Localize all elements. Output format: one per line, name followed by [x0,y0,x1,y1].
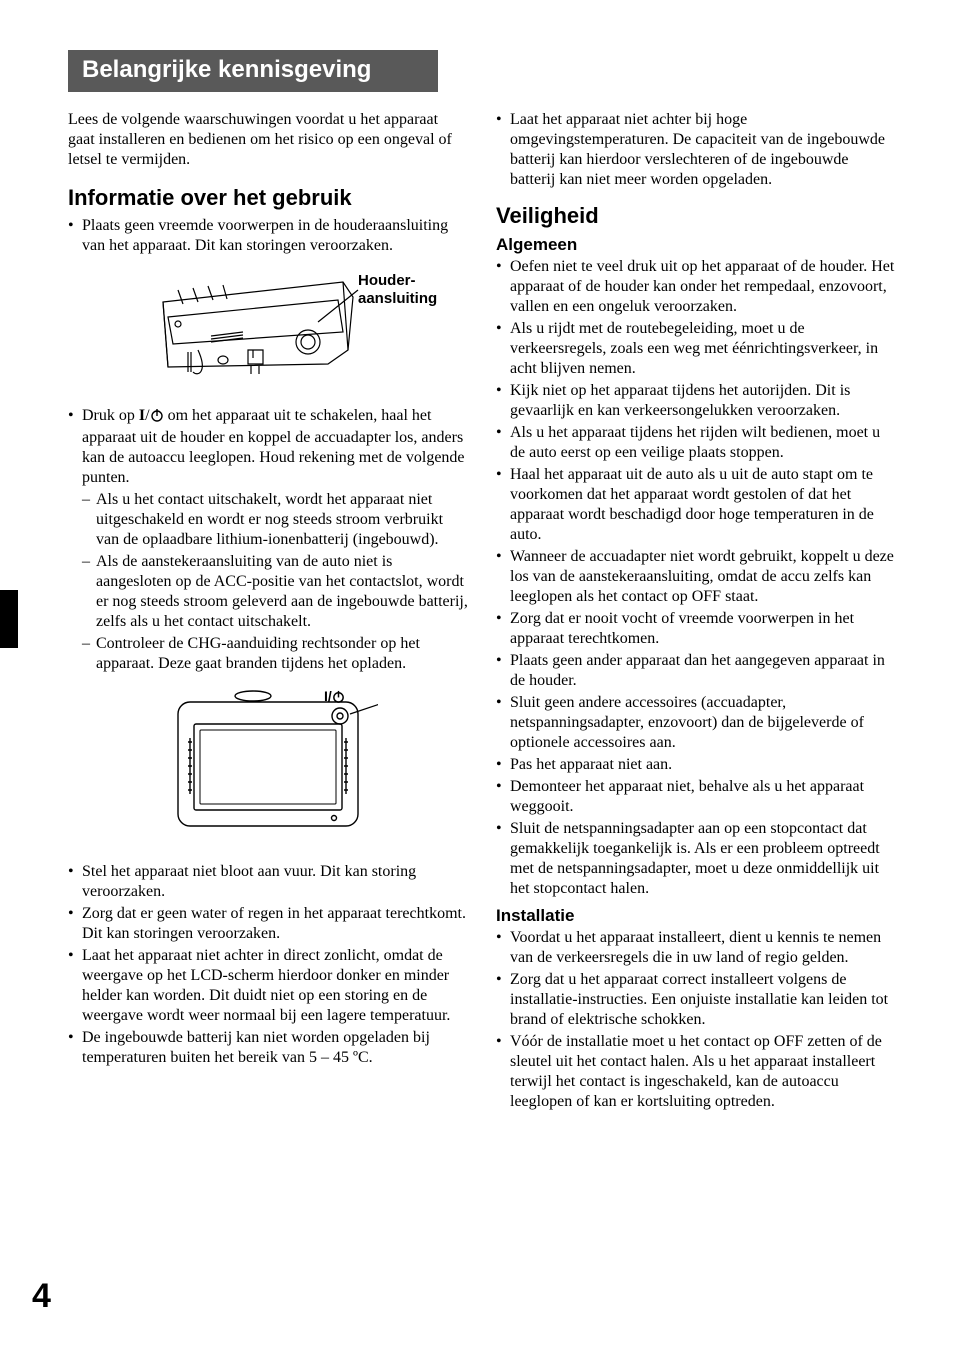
power-icon [332,690,345,708]
power-sub-item: Als u het contact uitschakelt, wordt het… [82,490,468,550]
power-sub-item: Als de aanstekeraansluiting van de auto … [82,552,468,632]
usage-list-2: Druk op I/ om het apparaat uit te schake… [68,406,468,674]
usage-item: Zorg dat er geen water of regen in het a… [68,904,468,944]
safety-item: Zorg dat er nooit vocht of vreemde voorw… [496,609,896,649]
usage-list: Plaats geen vreemde voorwerpen in de hou… [68,216,468,256]
figure-cradle-label: Houder- aansluiting [358,272,437,308]
safety-item: Kijk niet op het apparaat tijdens het au… [496,381,896,421]
usage-item: Laat het apparaat niet achter in direct … [68,946,468,1026]
figure-device: I/ [68,686,468,842]
usage-item: De ingebouwde batterij kan niet worden o… [68,1028,468,1068]
safety-item: Pas het apparaat niet aan. [496,755,896,775]
safety-item: Sluit geen andere accessoires (accuadapt… [496,693,896,753]
safety-item: Oefen niet te veel druk uit op het appar… [496,257,896,317]
right-column: Laat het apparaat niet achter bij hoge o… [496,110,896,1114]
subsection-general: Algemeen [496,234,896,255]
power-icon [150,408,164,428]
safety-general-list: Oefen niet te veel druk uit op het appar… [496,257,896,899]
safety-item: Als u rijdt met de routebegeleiding, moe… [496,319,896,379]
power-sublist: Als u het contact uitschakelt, wordt het… [82,490,468,674]
notice-title: Belangrijke kennisgeving [68,50,438,92]
figure-device-label: I/ [324,688,345,708]
page-number: 4 [32,1277,51,1316]
install-item: Vóór de installatie moet u het contact o… [496,1032,896,1112]
safety-item: Demonteer het apparaat niet, behalve als… [496,777,896,817]
usage-item: Stel het apparaat niet bloot aan vuur. D… [68,862,468,902]
intro-text: Lees de volgende waarschuwingen voordat … [68,110,468,170]
power-sub-item: Controleer de CHG-aanduiding rechtsonder… [82,634,468,674]
section-safety: Veiligheid [496,202,896,230]
left-column: Lees de volgende waarschuwingen voordat … [68,110,468,1114]
cradle-illustration [153,272,383,382]
safety-item: Sluit de netspanningsadapter aan op een … [496,819,896,899]
content-columns: Lees de volgende waarschuwingen voordat … [68,110,896,1114]
safety-item: Plaats geen ander apparaat dan het aange… [496,651,896,691]
usage-item: Laat het apparaat niet achter bij hoge o… [496,110,896,190]
usage-item: Plaats geen vreemde voorwerpen in de hou… [68,216,468,256]
usage-item-power: Druk op I/ om het apparaat uit te schake… [68,406,468,674]
section-usage: Informatie over het gebruik [68,184,468,212]
safety-item: Als u het apparaat tijdens het rijden wi… [496,423,896,463]
usage-list-3: Stel het apparaat niet bloot aan vuur. D… [68,862,468,1068]
usage-continued: Laat het apparaat niet achter bij hoge o… [496,110,896,190]
safety-item: Haal het apparaat uit de auto als u uit … [496,465,896,545]
install-item: Zorg dat u het apparaat correct installe… [496,970,896,1030]
subsection-install: Installatie [496,905,896,926]
figure-cradle: Houder- aansluiting [68,272,468,388]
install-list: Voordat u het apparaat installeert, dien… [496,928,896,1112]
thumb-tab [0,590,18,648]
install-item: Voordat u het apparaat installeert, dien… [496,928,896,968]
device-illustration [158,686,378,836]
safety-item: Wanneer de accuadapter niet wordt gebrui… [496,547,896,607]
